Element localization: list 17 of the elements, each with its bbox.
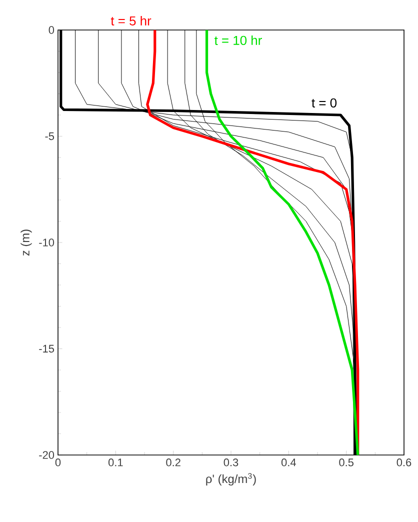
x-tick-label: 0.1 [108,458,123,466]
series-label: t = 0 [312,98,337,108]
y-tick-label: -5 [45,132,54,140]
y-axis-title: z (m) [20,230,32,256]
y-tick-label: -15 [39,344,54,353]
x-tick-label: 0.3 [224,458,238,466]
y-tick-label: -10 [39,238,54,246]
series-label: t = 5 hr [110,16,152,26]
x-tick-label: 0.2 [166,458,180,466]
series-label: t = 10 hr [214,36,262,46]
x-tick-label: 0.5 [339,458,354,466]
y-tick-label: -20 [39,451,54,459]
x-axis-title: ρ' (kg/m$^{3}$) [206,473,256,486]
x-tick-label: 0.4 [281,458,296,466]
y-tick-label: 0 [48,26,54,34]
x-tick-label: 0.6 [396,458,412,466]
x-tick-label: 0 [55,458,61,466]
